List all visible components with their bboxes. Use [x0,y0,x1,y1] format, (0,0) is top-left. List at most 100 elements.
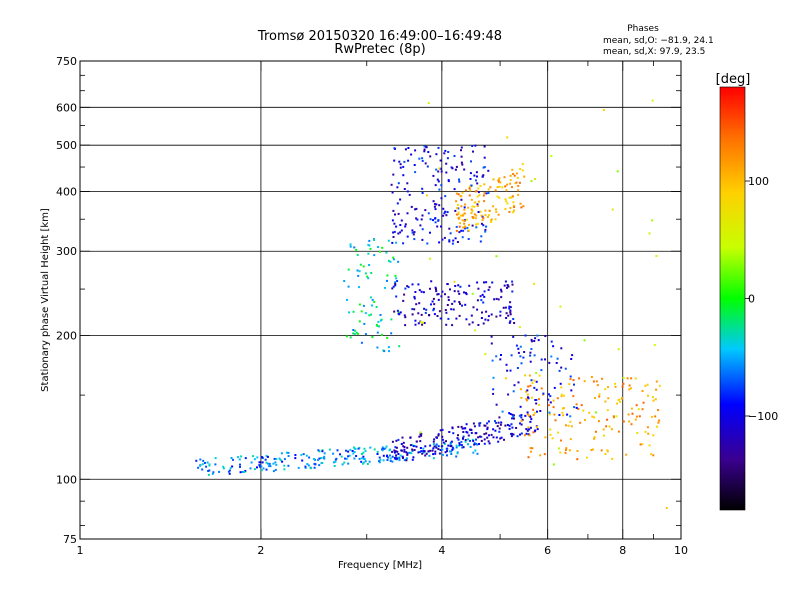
scatter-point [425,146,428,149]
scatter-point [487,315,490,318]
scatter-point [500,421,503,424]
colorbar-gradient [719,86,746,511]
scatter-point [602,109,605,111]
scatter-point [515,344,518,347]
scatter-point [547,398,550,401]
scatter-point [434,286,437,289]
scatter-point [512,204,515,207]
scatter-point [559,451,562,454]
scatter-point [455,455,458,458]
scatter-point [487,420,490,423]
scatter-point [334,460,337,463]
scatter-point [381,446,384,449]
scatter-point [456,437,459,440]
scatter-point [568,449,571,452]
scatter-point [584,419,586,421]
scatter-point [429,444,432,447]
scatter-point [358,303,361,306]
scatter-point [455,444,458,447]
scatter-point [530,180,533,183]
scatter-point [471,145,474,147]
scatter-point [398,456,401,459]
scatter-point [455,213,458,216]
scatter-point [509,320,512,323]
scatter-point [474,217,477,220]
scatter-point [497,421,500,424]
scatter-point [360,457,363,460]
scatter-point [261,456,264,459]
scatter-point [391,455,394,458]
scatter-point [470,160,472,163]
scatter-point [492,178,495,181]
scatter-point [473,329,476,332]
scatter-point [395,277,398,280]
scatter-point [488,214,490,217]
y-tick-label: 100 [56,473,77,486]
scatter-point [495,208,497,211]
scatter-point [409,436,412,439]
scatter-point [554,419,557,422]
scatter-point [490,433,493,436]
scatter-point [476,222,479,225]
scatter-point [391,241,394,244]
scatter-point [558,369,561,372]
scatter-point [395,225,398,228]
scatter-point [237,456,239,459]
scatter-point [227,470,230,473]
scatter-point [505,317,508,319]
scatter-point [467,443,469,446]
scatter-point [376,453,379,455]
scatter-point [403,448,406,451]
scatter-point [492,392,495,395]
scatter-point [450,450,453,453]
scatter-point [389,454,391,457]
scatter-point [274,461,277,464]
scatter-point [391,287,394,290]
scatter-point [521,418,524,421]
scatter-point [432,297,435,300]
scatter-point [478,424,481,427]
scatter-point [507,285,510,288]
scatter-point [506,369,509,372]
scatter-point [529,384,532,387]
scatter-point [444,451,447,454]
scatter-point [616,402,619,405]
scatter-point [384,447,387,450]
y-tick-label: 300 [56,245,77,258]
scatter-point [458,292,461,295]
scatter-point [511,432,514,435]
scatter-point [556,397,559,400]
scatter-point [429,218,432,221]
scatter-point [580,404,583,407]
y-tick-labels: 75 100 200 300 400 500 600 750 [56,55,77,546]
scatter-point [446,283,449,285]
scatter-point [458,180,461,183]
plot-grid [80,61,681,539]
scatter-point [569,420,572,423]
scatter-point [381,246,384,249]
scatter-point [509,369,512,372]
scatter-point [414,171,417,174]
scatter-point [501,186,504,189]
scatter-point [392,256,395,259]
scatter-point [441,438,444,441]
scatter-point [475,179,477,182]
scatter-point [455,317,458,320]
scatter-point [457,284,460,287]
scatter-point [549,395,552,398]
scatter-point [519,202,522,205]
scatter-point [506,136,509,139]
scatter-point [362,265,365,268]
scatter-point [415,440,418,443]
scatter-point [560,393,563,396]
scatter-point [534,337,537,340]
scatter-point [202,459,205,462]
scatter-point [397,182,400,185]
scatter-point [369,247,372,250]
scatter-point [469,439,471,442]
scatter-point [489,186,492,189]
scatter-point [369,296,372,299]
scatter-point [332,452,335,455]
scatter-point [533,340,536,342]
scatter-point [460,440,463,443]
